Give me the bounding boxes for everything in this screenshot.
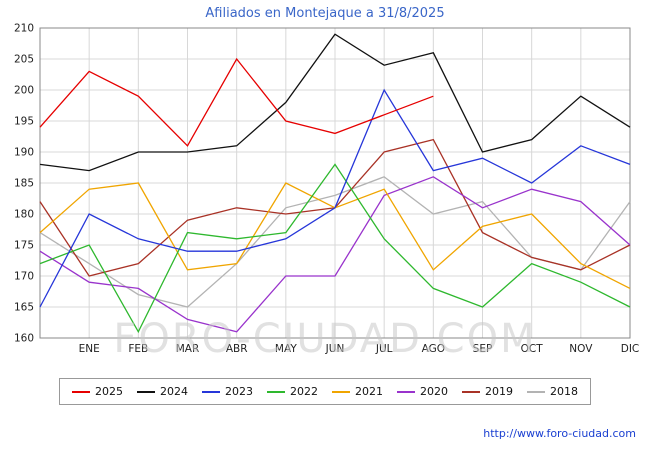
- legend-label: 2019: [485, 385, 513, 398]
- footer-link[interactable]: http://www.foro-ciudad.com: [483, 427, 636, 440]
- legend-label: 2025: [95, 385, 123, 398]
- x-tick-label: OCT: [521, 343, 544, 355]
- plot-border: [39, 27, 631, 339]
- series-line-2025: [39, 57, 434, 147]
- legend: 2025 2024 2023 2022 2021 2020 2019 2018: [59, 378, 591, 405]
- y-tick-label: 210: [14, 23, 34, 35]
- y-tick-label: 190: [14, 147, 34, 159]
- y-tick-label: 160: [14, 333, 34, 345]
- y-tick-label: 170: [14, 271, 34, 283]
- legend-label: 2018: [550, 385, 578, 398]
- legend-item-2023: 2023: [202, 385, 253, 398]
- legend-item-2019: 2019: [462, 385, 513, 398]
- x-tick-label: ABR: [226, 343, 248, 355]
- legend-line-swatch: [267, 390, 285, 393]
- legend-line-swatch: [462, 390, 480, 393]
- series-line-2024: [39, 33, 631, 172]
- y-tick-label: 200: [14, 85, 34, 97]
- x-tick-label: AGO: [422, 343, 445, 355]
- x-tick-label: JUN: [325, 343, 345, 355]
- x-tick-label: SEP: [473, 343, 493, 355]
- x-tick-label: JUL: [375, 343, 393, 355]
- legend-line-swatch: [332, 390, 350, 393]
- series-line-2023: [39, 88, 631, 308]
- y-tick-label: 175: [14, 240, 34, 252]
- x-tick-label: DIC: [621, 343, 640, 355]
- series-line-2020: [39, 176, 631, 333]
- legend-line-swatch: [202, 390, 220, 393]
- x-tick-label: ENE: [79, 343, 100, 355]
- legend-label: 2023: [225, 385, 253, 398]
- y-tick-label: 180: [14, 209, 34, 221]
- y-tick-label: 195: [14, 116, 34, 128]
- legend-item-2022: 2022: [267, 385, 318, 398]
- legend-line-swatch: [137, 390, 155, 393]
- legend-item-2020: 2020: [397, 385, 448, 398]
- chart-plot: 160 165 170 175 180 185 190 195 200 205 210 ENE FEB M…: [14, 23, 640, 356]
- legend-item-2018: 2018: [527, 385, 578, 398]
- legend-label: 2024: [160, 385, 188, 398]
- y-tick-label: 185: [14, 178, 34, 190]
- x-tick-label: NOV: [569, 343, 593, 355]
- series-line-2022: [39, 163, 631, 334]
- x-tick-label: MAY: [275, 343, 297, 355]
- legend-item-2024: 2024: [137, 385, 188, 398]
- y-tick-label: 205: [14, 54, 34, 66]
- legend-item-2025: 2025: [72, 385, 123, 398]
- x-tick-label: MAR: [176, 343, 200, 355]
- legend-line-swatch: [527, 390, 545, 393]
- legend-item-2021: 2021: [332, 385, 383, 398]
- legend-label: 2020: [420, 385, 448, 398]
- legend-label: 2022: [290, 385, 318, 398]
- legend-line-swatch: [72, 390, 90, 393]
- y-tick-label: 165: [14, 302, 34, 314]
- x-tick-label: FEB: [128, 343, 148, 355]
- legend-line-swatch: [397, 390, 415, 393]
- legend-label: 2021: [355, 385, 383, 398]
- chart-title: Afiliados en Montejaque a 31/8/2025: [205, 6, 445, 21]
